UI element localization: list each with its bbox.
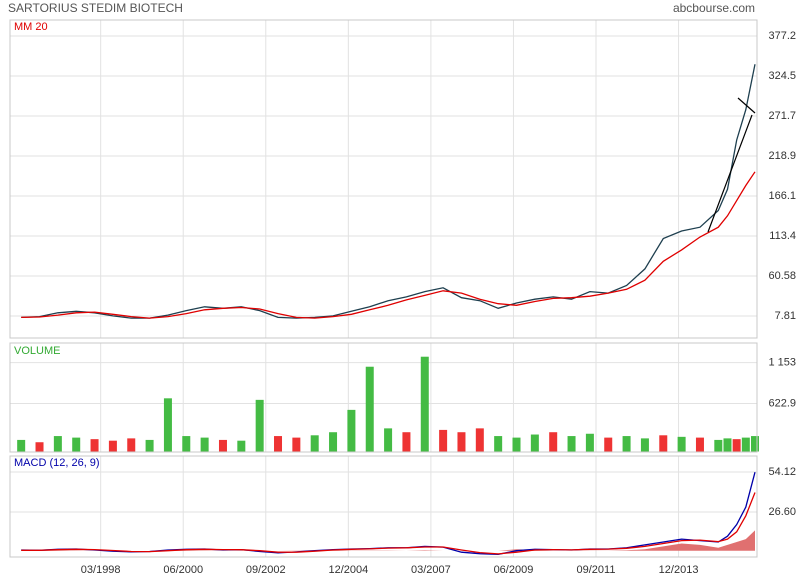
macd-panel <box>9 455 758 558</box>
volume-bar <box>512 437 521 452</box>
y-tick-label: 1 153 <box>768 357 796 369</box>
volume-bar <box>365 366 374 452</box>
y-tick-label: 26.60 <box>768 506 796 518</box>
volume-bar <box>567 436 576 452</box>
volume-bar <box>237 440 246 452</box>
volume-bar <box>530 434 539 452</box>
volume-bar <box>439 429 448 452</box>
volume-bar <box>714 439 723 452</box>
volume-bar <box>659 435 668 452</box>
x-tick-label: 09/2002 <box>246 564 286 576</box>
volume-bar <box>384 428 393 452</box>
volume-bar <box>420 356 429 452</box>
volume-bar <box>72 437 81 452</box>
volume-bar <box>347 409 356 452</box>
volume-bar <box>457 432 466 452</box>
volume-bar <box>751 436 759 452</box>
y-tick-label: 7.81 <box>775 310 796 322</box>
y-tick-label: 113.4 <box>769 230 796 242</box>
volume-bar <box>292 437 301 452</box>
x-tick-label: 06/2009 <box>494 564 534 576</box>
trend-line <box>737 97 756 114</box>
y-tick-label: 60.58 <box>768 270 796 282</box>
price-panel <box>9 19 758 339</box>
volume-bar <box>127 438 136 452</box>
marks <box>17 64 759 556</box>
volume-bar <box>732 439 741 452</box>
indicator-line <box>21 492 756 555</box>
volume-bar <box>475 428 484 452</box>
volume-panel-label: VOLUME <box>14 345 60 357</box>
y-tick-label: 166.1 <box>768 190 796 202</box>
volume-bar <box>677 436 686 452</box>
x-tick-label: 12/2013 <box>659 564 699 576</box>
volume-bar <box>695 437 704 452</box>
y-tick-label: 377.2 <box>768 30 796 42</box>
volume-bar <box>604 437 613 452</box>
volume-panel <box>9 342 758 453</box>
volume-bar <box>200 437 209 452</box>
price-panel-label: MM 20 <box>14 21 48 33</box>
y-tick-label: 54.12 <box>768 466 796 478</box>
x-tick-label: 12/2004 <box>328 564 368 576</box>
x-tick-label: 03/1998 <box>81 564 121 576</box>
x-tick-label: 09/2011 <box>577 564 616 576</box>
volume-bar <box>108 440 117 452</box>
volume-bar <box>549 432 558 452</box>
x-tick-label: 06/2000 <box>163 564 203 576</box>
volume-bar <box>255 399 264 452</box>
stock-title: SARTORIUS STEDIM BIOTECH <box>8 1 183 15</box>
volume-bar <box>53 436 62 452</box>
y-tick-label: 218.9 <box>768 150 796 162</box>
volume-bar <box>741 437 750 452</box>
indicator-line <box>21 171 756 319</box>
y-tick-label: 622.9 <box>768 397 796 409</box>
grid <box>10 20 757 557</box>
x-tick-label: 03/2007 <box>411 564 451 576</box>
trend-line <box>707 114 753 233</box>
volume-bar <box>723 438 732 452</box>
volume-bar <box>402 432 411 452</box>
source: abcbourse.com <box>673 1 755 15</box>
volume-bar <box>145 439 154 452</box>
y-tick-label: 324.5 <box>768 70 796 82</box>
volume-bar <box>17 439 26 452</box>
macd-panel-label: MACD (12, 26, 9) <box>14 457 100 469</box>
volume-bar <box>494 436 503 452</box>
volume-bar <box>640 438 649 452</box>
y-tick-label: 271.7 <box>768 110 796 122</box>
volume-bar <box>622 436 631 452</box>
macd-histogram <box>21 530 755 551</box>
volume-bar <box>310 435 319 452</box>
volume-bar <box>218 439 227 452</box>
volume-bar <box>329 432 338 452</box>
volume-bar <box>90 439 99 452</box>
volume-bar <box>274 436 283 452</box>
volume-bar <box>35 442 44 452</box>
volume-bar <box>163 398 172 452</box>
volume-bar <box>585 433 594 452</box>
volume-bar <box>182 436 191 452</box>
